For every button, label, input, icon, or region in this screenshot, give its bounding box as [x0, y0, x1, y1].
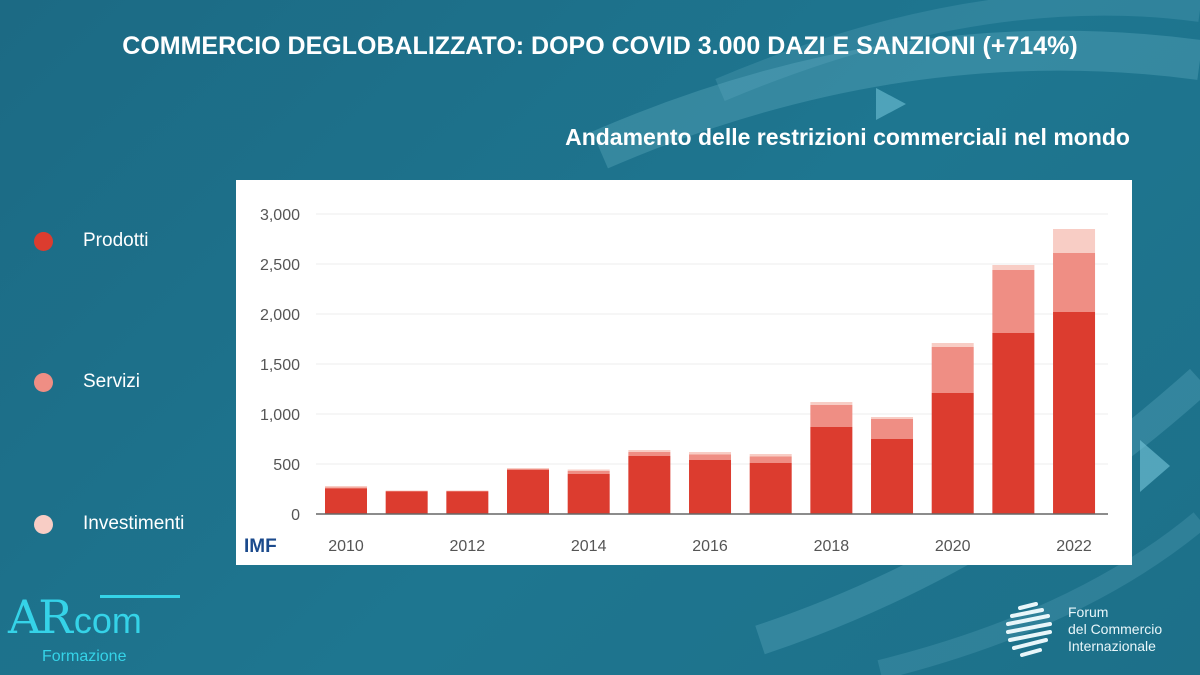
logo-line: Internazionale [1068, 638, 1156, 654]
legend-dot-icon [34, 514, 53, 534]
x-tick-label: 2012 [450, 538, 486, 555]
bar-servizi-2011 [385, 491, 428, 492]
x-tick-label: 2014 [571, 538, 607, 555]
bar-investimenti-2016 [689, 452, 732, 455]
bar-chart: 0 500 1,000 1,500 2,000 2,500 3,000 2010 2012 201… [260, 207, 1108, 555]
y-tick-label: 3,000 [260, 207, 300, 224]
logo-main: AR [8, 590, 73, 644]
bar-servizi-2021 [992, 270, 1035, 333]
legend-item-prodotti: Prodotti [34, 230, 148, 252]
bar-prodotti-2011 [385, 491, 428, 514]
logo-line: Forum [1068, 604, 1109, 620]
bar-servizi-2016 [689, 454, 732, 460]
bar-investimenti-2017 [749, 454, 792, 457]
legend-label: Investimenti [83, 513, 185, 534]
bar-investimenti-2018 [810, 402, 853, 405]
logo-bar [100, 595, 180, 598]
bar-servizi-2015 [628, 452, 671, 456]
legend-item-servizi: Servizi [34, 371, 140, 393]
slide-title: COMMERCIO DEGLOBALIZZATO: DOPO COVID 3.0… [122, 32, 1078, 60]
arrow-icon [1140, 440, 1170, 492]
bar-investimenti-2022 [1053, 229, 1096, 253]
logo-accent: com [73, 600, 142, 641]
bar-prodotti-2012 [446, 491, 489, 514]
bar-investimenti-2015 [628, 450, 671, 452]
bar-prodotti-2014 [567, 474, 610, 514]
bar-prodotti-2017 [749, 463, 792, 514]
bar-servizi-2022 [1053, 253, 1096, 312]
bar-prodotti-2021 [992, 333, 1035, 514]
bar-investimenti-2012 [446, 490, 489, 491]
legend-dot-icon [34, 231, 53, 251]
bar-investimenti-2020 [931, 343, 974, 347]
background-swoosh [877, 512, 1200, 675]
y-tick-label: 2,500 [260, 257, 300, 274]
bar-investimenti-2019 [871, 417, 914, 419]
bar-servizi-2013 [507, 469, 550, 470]
forum-logo: Forum del Commercio Internazionale [1068, 604, 1162, 655]
bar-prodotti-2010 [325, 488, 367, 514]
bar-servizi-2014 [567, 471, 610, 474]
y-tick-label: 2,000 [260, 307, 300, 324]
bar-prodotti-2020 [931, 393, 974, 514]
imf-logo: IMF [244, 536, 277, 557]
logo-line: del Commercio [1068, 621, 1163, 637]
background-swoosh [592, 30, 1200, 169]
legend-dot-icon [34, 372, 53, 392]
bar-prodotti-2019 [871, 439, 914, 514]
bar-investimenti-2010 [325, 486, 367, 488]
bar-investimenti-2013 [507, 468, 550, 469]
y-tick-label: 1,000 [260, 407, 300, 424]
x-tick-label: 2010 [328, 538, 364, 555]
bar-servizi-2020 [931, 347, 974, 393]
bar-servizi-2010 [325, 487, 367, 489]
bar-servizi-2018 [810, 405, 853, 427]
bar-prodotti-2013 [507, 470, 550, 514]
bar-investimenti-2011 [385, 490, 428, 491]
chart-title: Andamento delle restrizioni commerciali … [565, 124, 1130, 150]
logo-sub: Formazione [42, 648, 127, 665]
y-tick-label: 0 [291, 507, 300, 524]
bar-investimenti-2021 [992, 265, 1035, 270]
x-tick-label: 2020 [935, 538, 971, 555]
x-tick-label: 2018 [814, 538, 850, 555]
arcom-logo: AR com Formazione [8, 590, 180, 665]
background-swoosh [715, 0, 1200, 102]
bar-servizi-2017 [749, 456, 792, 463]
bar-servizi-2019 [871, 419, 914, 439]
bar-prodotti-2022 [1053, 312, 1096, 514]
legend-label: Prodotti [83, 230, 149, 251]
globe-icon [1006, 602, 1052, 657]
y-tick-label: 1,500 [260, 357, 300, 374]
bar-prodotti-2018 [810, 427, 853, 514]
legend-label: Servizi [83, 371, 141, 392]
x-tick-label: 2016 [692, 538, 728, 555]
bar-prodotti-2015 [628, 456, 671, 514]
y-tick-label: 500 [273, 457, 300, 474]
arrow-icon [876, 88, 906, 120]
legend-item-investimenti: Investimenti [34, 513, 184, 535]
bar-prodotti-2016 [689, 460, 732, 514]
x-tick-label: 2022 [1056, 538, 1092, 555]
bar-investimenti-2014 [567, 469, 610, 471]
bar-servizi-2012 [446, 491, 489, 492]
chart-panel: 0 500 1,000 1,500 2,000 2,500 3,000 2010 2012 201… [236, 180, 1132, 565]
